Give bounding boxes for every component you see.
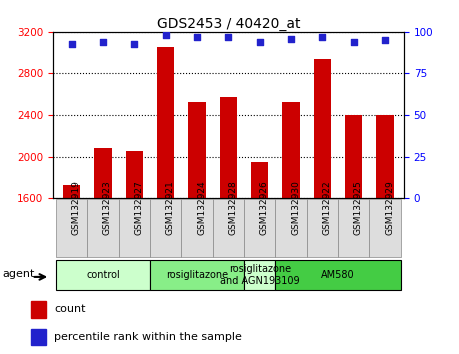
Point	[99, 39, 106, 45]
FancyBboxPatch shape	[275, 260, 401, 290]
Text: GSM132919: GSM132919	[72, 180, 81, 235]
Text: rosiglitazone
and AGN193109: rosiglitazone and AGN193109	[220, 264, 300, 286]
Bar	[150, 199, 181, 257]
Point	[162, 32, 169, 38]
Bar	[31, 329, 46, 345]
Bar	[275, 199, 307, 257]
Bar	[244, 199, 275, 257]
FancyBboxPatch shape	[150, 260, 244, 290]
Point	[319, 34, 326, 40]
Text: control: control	[86, 270, 120, 280]
Bar	[63, 185, 80, 354]
Text: GSM132929: GSM132929	[385, 180, 394, 235]
Bar	[56, 199, 87, 257]
Text: GSM132927: GSM132927	[134, 180, 143, 235]
FancyBboxPatch shape	[56, 260, 150, 290]
Point	[381, 37, 389, 43]
Point	[193, 34, 201, 40]
Text: count: count	[54, 304, 85, 314]
Bar	[87, 199, 118, 257]
Text: GSM132925: GSM132925	[354, 180, 363, 235]
Bar	[95, 148, 112, 354]
Bar	[118, 199, 150, 257]
Bar	[345, 115, 362, 354]
Point	[287, 36, 295, 41]
Text: agent: agent	[3, 269, 35, 279]
Bar	[31, 301, 46, 318]
Bar	[282, 102, 300, 354]
Text: GSM132921: GSM132921	[166, 180, 175, 235]
Bar	[338, 199, 369, 257]
Text: rosiglitazone: rosiglitazone	[166, 270, 228, 280]
Bar	[181, 199, 213, 257]
Point	[131, 41, 138, 46]
Bar	[251, 162, 269, 354]
Bar	[213, 199, 244, 257]
Bar	[376, 115, 394, 354]
Text: GSM132928: GSM132928	[229, 180, 237, 235]
Bar	[314, 59, 331, 354]
Bar	[220, 97, 237, 354]
Bar	[126, 152, 143, 354]
Text: percentile rank within the sample: percentile rank within the sample	[54, 332, 242, 342]
Text: GSM132926: GSM132926	[260, 180, 269, 235]
Text: GSM132923: GSM132923	[103, 180, 112, 235]
Point	[68, 41, 75, 46]
Text: AM580: AM580	[321, 270, 355, 280]
Bar	[188, 102, 206, 354]
Point	[256, 39, 263, 45]
Bar	[307, 199, 338, 257]
Title: GDS2453 / 40420_at: GDS2453 / 40420_at	[157, 17, 300, 31]
Text: GSM132930: GSM132930	[291, 180, 300, 235]
Bar	[157, 47, 174, 354]
FancyBboxPatch shape	[244, 260, 275, 290]
Point	[350, 39, 358, 45]
Point	[225, 34, 232, 40]
Text: GSM132924: GSM132924	[197, 180, 206, 235]
Bar	[369, 199, 401, 257]
Text: GSM132922: GSM132922	[322, 180, 331, 235]
